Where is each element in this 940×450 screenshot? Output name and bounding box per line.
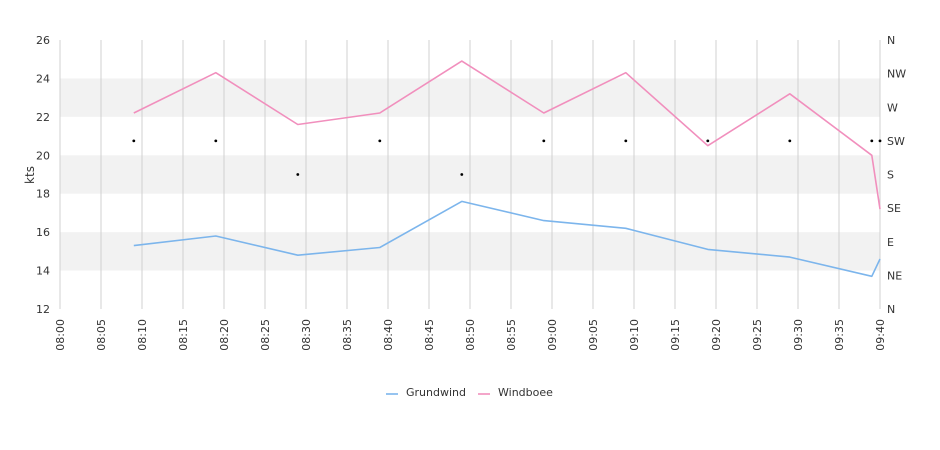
x-tick-label: 09:20	[710, 319, 723, 351]
y2-tick-label: S	[887, 169, 894, 182]
direction-marker	[132, 139, 136, 143]
legend-label[interactable]: Grundwind	[406, 386, 466, 399]
legend-label[interactable]: Windboee	[498, 386, 553, 399]
x-tick-label: 08:10	[136, 319, 149, 351]
x-tick-label: 08:25	[259, 319, 272, 351]
x-tick-label: 09:15	[669, 319, 682, 351]
x-tick-label: 08:30	[300, 319, 313, 351]
direction-marker	[460, 173, 464, 176]
y2-tick-label: SE	[887, 202, 901, 215]
series-line	[133, 60, 881, 210]
y2-tick-label: N	[887, 303, 895, 316]
y2-tick-label: N	[887, 34, 895, 47]
x-tick-label: 08:55	[505, 319, 518, 351]
direction-marker	[542, 139, 546, 143]
y2-tick-label: W	[887, 101, 898, 114]
y-tick-label: 18	[36, 188, 50, 201]
y-tick-label: 16	[36, 226, 50, 239]
y2-axis-ticks: N NE E SE S SW W NW N	[887, 34, 906, 316]
direction-marker	[870, 139, 874, 143]
x-tick-label: 08:50	[464, 319, 477, 351]
y2-tick-label: SW	[887, 135, 905, 148]
direction-marker	[214, 139, 218, 143]
x-tick-label: 08:15	[177, 319, 190, 351]
direction-marker	[706, 139, 710, 143]
direction-marker	[878, 139, 882, 143]
vertical-gridlines	[59, 40, 881, 309]
y-tick-label: 26	[36, 34, 50, 47]
x-axis-ticks: 08:00 08:05 08:10 08:15 08:20 08:25 08:30 08:35…	[54, 319, 887, 351]
x-tick-label: 09:05	[587, 319, 600, 351]
direction-marker	[624, 139, 628, 143]
legend[interactable]: Grundwind Windboee	[386, 386, 553, 399]
y-tick-label: 24	[36, 72, 50, 85]
x-tick-label: 08:40	[382, 319, 395, 351]
y2-tick-label: NW	[887, 68, 906, 81]
direction-marker	[788, 139, 792, 143]
y-tick-label: 22	[36, 111, 50, 124]
y2-tick-label: E	[887, 236, 894, 249]
x-tick-label: 09:40	[874, 319, 887, 351]
x-tick-label: 09:00	[546, 319, 559, 351]
x-tick-label: 08:00	[54, 319, 67, 351]
series-lines	[133, 60, 881, 278]
x-tick-label: 08:45	[423, 319, 436, 351]
y-axis-ticks: 12 14 16 18 20 22 24 26	[36, 34, 50, 316]
direction-marker	[378, 139, 382, 143]
x-tick-label: 08:35	[341, 319, 354, 351]
x-tick-label: 08:20	[218, 319, 231, 351]
x-tick-label: 09:10	[628, 319, 641, 351]
series-line	[133, 200, 881, 278]
y-axis-title: kts	[23, 166, 37, 184]
y-tick-label: 12	[36, 303, 50, 316]
x-tick-label: 08:05	[95, 319, 108, 351]
x-tick-label: 09:30	[792, 319, 805, 351]
x-tick-label: 09:35	[833, 319, 846, 351]
y-tick-label: 20	[36, 149, 50, 162]
x-tick-label: 09:25	[751, 319, 764, 351]
y2-tick-label: NE	[887, 269, 902, 282]
y-tick-label: 14	[36, 265, 50, 278]
direction-markers	[132, 139, 882, 176]
direction-marker	[296, 173, 300, 176]
